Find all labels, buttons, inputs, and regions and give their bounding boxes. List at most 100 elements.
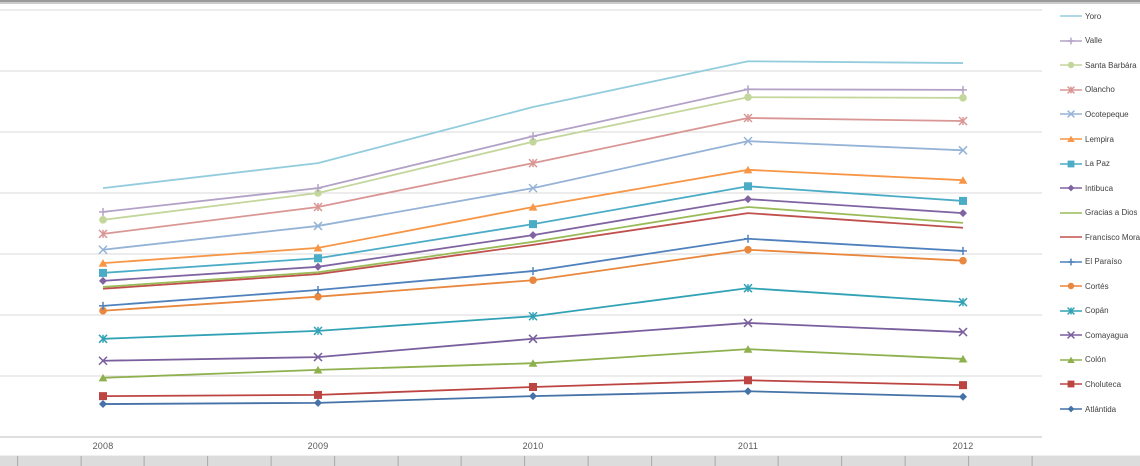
- series-colon[interactable]: [98, 345, 968, 382]
- legend-label: Ocotepeque: [1085, 109, 1129, 119]
- legend-item-yoro[interactable]: Yoro: [1060, 4, 1140, 29]
- legend-label: El Paraíso: [1085, 257, 1122, 267]
- series-lempira[interactable]: [98, 165, 968, 267]
- data-point-marker-triangle: [313, 243, 323, 252]
- data-point-marker-square: [1067, 160, 1075, 167]
- series-line: [102, 168, 964, 265]
- data-point-marker-x: [958, 145, 968, 155]
- data-point-marker-diamond: [1067, 184, 1075, 192]
- series-atlantida[interactable]: [99, 387, 967, 409]
- series-line: [102, 60, 964, 190]
- series-intibuca[interactable]: [99, 195, 967, 285]
- legend-item-choluteca[interactable]: Choluteca: [1060, 372, 1140, 397]
- legend-item-colon[interactable]: Colón: [1060, 348, 1140, 373]
- spreadsheet-row-strip[interactable]: [0, 455, 1140, 466]
- data-point-marker-square: [959, 196, 967, 205]
- data-point-marker-asterisk: [528, 158, 538, 168]
- legend-item-la-paz[interactable]: La Paz: [1060, 151, 1140, 176]
- series-gracias-a-dios[interactable]: [102, 206, 964, 288]
- series-francisco-morazan[interactable]: [102, 212, 964, 290]
- data-point-marker-asterisk: [313, 326, 323, 336]
- data-point-marker-x: [313, 352, 323, 362]
- legend-item-intibuca[interactable]: Intibuca: [1060, 176, 1140, 201]
- legend-item-el-paraiso[interactable]: El Paraíso: [1060, 249, 1140, 274]
- legend-item-francisco-morazan[interactable]: Francisco Morazán: [1060, 225, 1140, 250]
- series-cortes[interactable]: [99, 245, 967, 315]
- series-comayagua[interactable]: [98, 318, 968, 366]
- series-santa-barbara[interactable]: [99, 93, 967, 224]
- data-point-marker-triangle: [743, 165, 753, 174]
- data-point-marker-diamond: [99, 276, 107, 285]
- data-point-marker-circle: [314, 292, 322, 301]
- data-point-marker-x: [528, 183, 538, 193]
- data-point-marker-square: [529, 382, 537, 391]
- data-point-marker-circle: [99, 216, 107, 224]
- legend-swatch-diamond-icon: [1060, 405, 1082, 413]
- series-yoro[interactable]: [102, 60, 964, 190]
- legend-item-comayagua[interactable]: Comayagua: [1060, 323, 1140, 348]
- legend-label: Valle: [1085, 36, 1103, 46]
- data-point-marker-triangle: [313, 365, 323, 374]
- legend-label: Olancho: [1085, 85, 1115, 95]
- legend-swatch-none-icon: [1060, 236, 1082, 238]
- legend-item-valle[interactable]: Valle: [1060, 29, 1140, 54]
- data-point-marker-x: [528, 334, 538, 344]
- data-point-marker-x: [98, 356, 108, 366]
- data-point-marker-asterisk: [1067, 85, 1075, 94]
- data-point-marker-diamond: [529, 231, 537, 240]
- legend-label: Francisco Morazán: [1085, 232, 1140, 242]
- legend-swatch-plus-icon: [1060, 37, 1082, 45]
- legend-swatch-none-icon: [1060, 211, 1082, 214]
- data-point-marker-triangle: [958, 354, 968, 363]
- data-point-marker-square: [314, 254, 322, 263]
- legend-item-cortes[interactable]: Cortés: [1060, 274, 1140, 299]
- legend-item-atlantida[interactable]: Atlántida: [1060, 397, 1140, 422]
- legend-item-copan[interactable]: Copán: [1060, 299, 1140, 324]
- series-ocotepeque[interactable]: [98, 136, 968, 255]
- legend-label: Choluteca: [1085, 379, 1122, 389]
- data-point-marker-triangle: [1067, 135, 1075, 143]
- legend-label: Atlántida: [1085, 404, 1117, 414]
- series-olancho[interactable]: [98, 113, 968, 239]
- legend-swatch-none-icon: [1060, 15, 1082, 18]
- legend-label: Copán: [1085, 306, 1109, 316]
- legend-item-olancho[interactable]: Olancho: [1060, 78, 1140, 103]
- data-point-marker-triangle: [958, 176, 968, 184]
- chart-legend[interactable]: Yoro Valle Santa Barbára Olancho Ocotepeque L…: [1060, 4, 1140, 421]
- data-point-marker-diamond: [959, 209, 967, 218]
- data-point-marker-diamond: [529, 392, 537, 401]
- legend-label: Cortés: [1085, 281, 1109, 291]
- legend-item-gracias-a-dios[interactable]: Gracias a Dios: [1060, 200, 1140, 225]
- data-point-marker-circle: [529, 137, 537, 146]
- data-point-marker-x: [743, 318, 753, 328]
- series-el-paraiso[interactable]: [99, 234, 967, 310]
- series-valle[interactable]: [99, 85, 967, 216]
- legend-item-santa-barbara[interactable]: Santa Barbára: [1060, 53, 1140, 78]
- series-copan[interactable]: [98, 283, 968, 344]
- legend-swatch-circle-icon: [1060, 283, 1082, 290]
- data-point-marker-square: [1067, 381, 1075, 388]
- data-point-marker-asterisk: [743, 283, 753, 293]
- data-point-marker-circle: [959, 94, 967, 102]
- data-point-marker-x: [98, 245, 108, 255]
- series-line: [102, 96, 964, 221]
- series-line: [102, 322, 964, 362]
- legend-item-lempira[interactable]: Lempira: [1060, 127, 1140, 152]
- data-point-marker-asterisk: [98, 229, 108, 239]
- legend-swatch-triangle-icon: [1060, 356, 1082, 363]
- data-point-marker-square: [959, 381, 967, 390]
- data-point-marker-diamond: [99, 400, 107, 409]
- legend-label: Colón: [1085, 355, 1106, 365]
- series-choluteca[interactable]: [99, 376, 967, 401]
- legend-swatch-circle-icon: [1060, 62, 1082, 69]
- series-line: [102, 212, 964, 290]
- legend-item-ocotepeque[interactable]: Ocotepeque: [1060, 102, 1140, 127]
- data-point-marker-square: [99, 268, 107, 277]
- legend-swatch-plus-icon: [1060, 258, 1082, 266]
- data-point-marker-x: [743, 136, 753, 146]
- data-point-marker-asterisk: [528, 311, 538, 321]
- data-point-marker-circle: [959, 256, 967, 265]
- series-la-paz[interactable]: [99, 182, 967, 277]
